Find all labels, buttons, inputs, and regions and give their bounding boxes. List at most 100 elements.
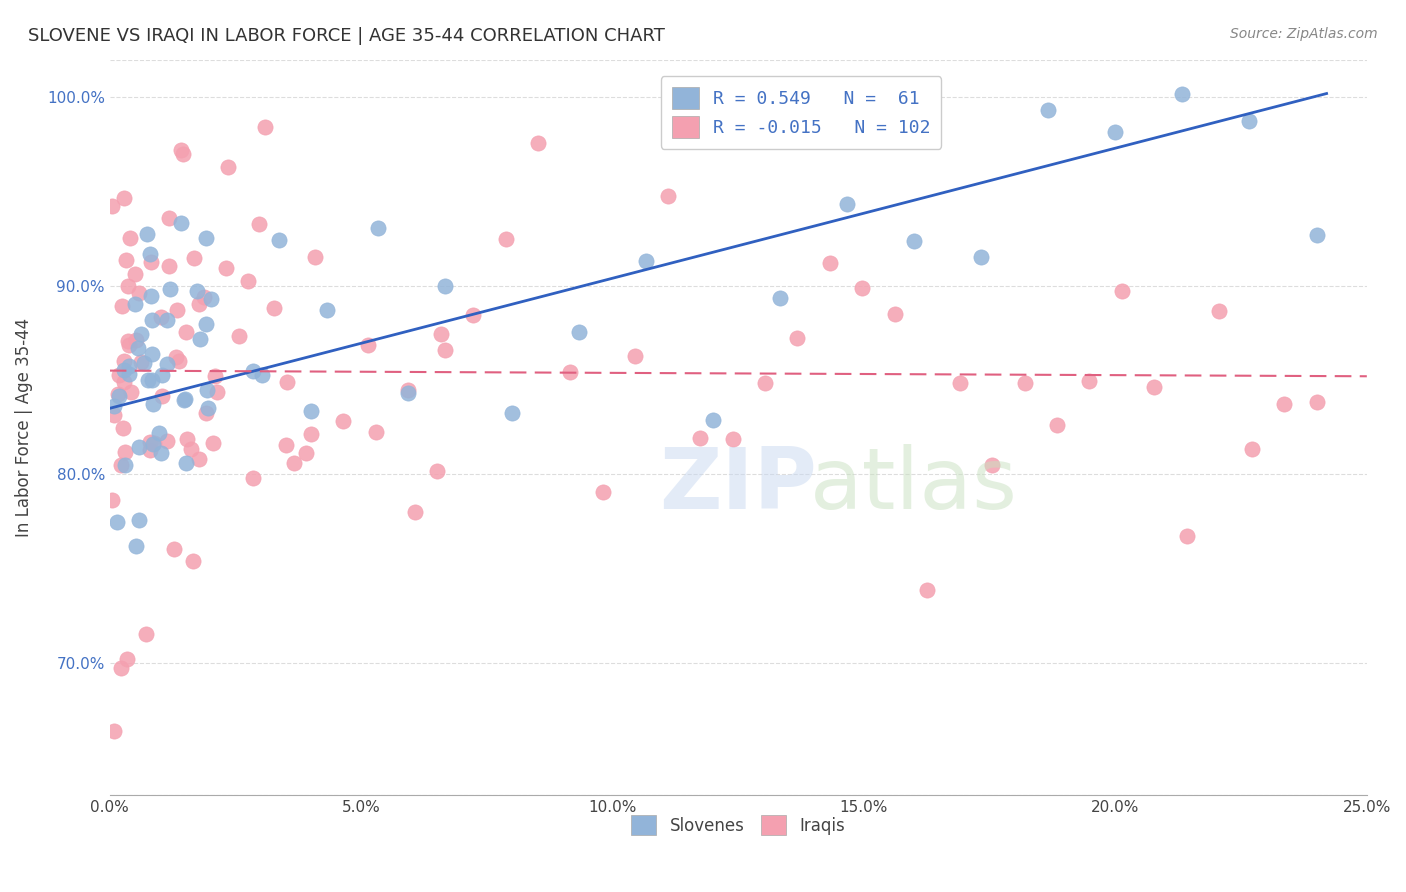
Iraqis (1046, 417, 1069, 432)
Slovenes (159, 282, 181, 296)
Slovenes (118, 359, 141, 374)
Slovenes (125, 539, 148, 553)
Slovenes (188, 332, 211, 346)
Iraqis (721, 432, 744, 446)
Slovenes (195, 383, 218, 397)
Iraqis (180, 442, 202, 457)
Slovenes (156, 357, 179, 371)
Slovenes (433, 279, 456, 293)
Iraqis (1014, 376, 1036, 391)
Iraqis (157, 259, 180, 273)
Iraqis (1111, 285, 1133, 299)
Iraqis (110, 661, 132, 675)
Slovenes (267, 233, 290, 247)
Iraqis (949, 376, 972, 390)
Iraqis (114, 354, 136, 368)
Iraqis (1305, 394, 1327, 409)
Slovenes (103, 400, 125, 414)
Iraqis (851, 280, 873, 294)
Iraqis (103, 408, 125, 422)
Slovenes (1104, 125, 1126, 139)
Iraqis (205, 384, 228, 399)
Slovenes (170, 216, 193, 230)
Iraqis (283, 456, 305, 470)
Iraqis (217, 160, 239, 174)
Iraqis (121, 385, 143, 400)
Iraqis (202, 436, 225, 450)
Iraqis (332, 414, 354, 428)
Slovenes (174, 392, 197, 406)
Iraqis (689, 431, 711, 445)
Slovenes (396, 385, 419, 400)
Iraqis (274, 438, 297, 452)
Slovenes (148, 426, 170, 441)
Text: ZIP: ZIP (659, 444, 817, 527)
Slovenes (114, 458, 136, 473)
Iraqis (1240, 442, 1263, 456)
Iraqis (163, 541, 186, 556)
Iraqis (188, 297, 211, 311)
Slovenes (242, 364, 264, 378)
Iraqis (981, 458, 1004, 472)
Iraqis (169, 143, 191, 157)
Slovenes (903, 234, 925, 248)
Slovenes (150, 446, 173, 460)
Iraqis (1143, 380, 1166, 394)
Slovenes (128, 513, 150, 527)
Text: SLOVENE VS IRAQI IN LABOR FORCE | AGE 35-44 CORRELATION CHART: SLOVENE VS IRAQI IN LABOR FORCE | AGE 35… (28, 27, 665, 45)
Iraqis (299, 426, 322, 441)
Iraqis (461, 308, 484, 322)
Iraqis (560, 365, 582, 379)
Iraqis (194, 407, 217, 421)
Iraqis (187, 451, 209, 466)
Iraqis (242, 471, 264, 485)
Slovenes (1305, 228, 1327, 243)
Iraqis (883, 307, 905, 321)
Iraqis (157, 211, 180, 225)
Slovenes (150, 368, 173, 382)
Iraqis (110, 458, 132, 472)
Iraqis (166, 302, 188, 317)
Slovenes (636, 253, 658, 268)
Slovenes (316, 302, 339, 317)
Iraqis (124, 333, 146, 347)
Iraqis (142, 436, 165, 450)
Iraqis (117, 652, 139, 666)
Slovenes (139, 247, 162, 261)
Iraqis (915, 582, 938, 597)
Y-axis label: In Labor Force | Age 35-44: In Labor Force | Age 35-44 (15, 318, 32, 537)
Iraqis (128, 285, 150, 300)
Slovenes (568, 325, 591, 339)
Slovenes (197, 401, 219, 415)
Iraqis (101, 199, 124, 213)
Slovenes (142, 397, 165, 411)
Slovenes (141, 313, 163, 327)
Iraqis (174, 325, 197, 339)
Slovenes (105, 516, 128, 530)
Iraqis (1078, 374, 1101, 388)
Slovenes (141, 373, 163, 387)
Iraqis (165, 350, 187, 364)
Slovenes (299, 404, 322, 418)
Iraqis (527, 136, 550, 150)
Iraqis (215, 260, 238, 275)
Slovenes (501, 406, 523, 420)
Iraqis (253, 120, 276, 134)
Iraqis (434, 343, 457, 358)
Slovenes (194, 230, 217, 244)
Slovenes (128, 440, 150, 454)
Slovenes (132, 356, 155, 370)
Iraqis (117, 279, 139, 293)
Iraqis (592, 485, 614, 500)
Iraqis (657, 189, 679, 203)
Iraqis (1208, 304, 1230, 318)
Iraqis (183, 554, 205, 568)
Iraqis (364, 425, 387, 439)
Iraqis (304, 250, 326, 264)
Slovenes (118, 367, 141, 381)
Text: atlas: atlas (810, 444, 1018, 527)
Iraqis (172, 146, 194, 161)
Iraqis (118, 231, 141, 245)
Iraqis (117, 334, 139, 349)
Iraqis (263, 301, 285, 316)
